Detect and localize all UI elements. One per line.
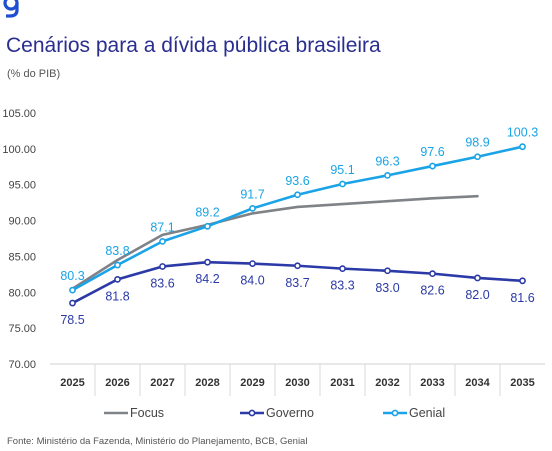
x-tick-label: 2032	[375, 377, 399, 389]
genial-data-label: 87.1	[150, 220, 174, 234]
genial-data-label: 100.3	[507, 126, 538, 140]
governo-point	[474, 274, 481, 282]
governo-data-label: 83.0	[375, 281, 399, 295]
focus-legend-label: Focus	[130, 406, 164, 420]
genial-data-label: 98.9	[465, 136, 489, 150]
governo-data-label: 83.7	[285, 276, 309, 290]
y-tick-label: 70.00	[8, 359, 36, 371]
genial-legend-label: Genial	[409, 406, 445, 420]
governo-data-label: 84.2	[195, 272, 219, 286]
genial-point	[384, 171, 391, 179]
x-tick-label: 2030	[285, 377, 309, 389]
genial-data-label: 89.2	[195, 205, 219, 219]
governo-data-label: 78.5	[60, 313, 84, 327]
genial-data-label: 97.6	[420, 145, 444, 159]
governo-point	[384, 267, 391, 275]
y-tick-label: 100.00	[2, 144, 36, 156]
genial-point	[519, 143, 526, 151]
governo-data-label: 81.6	[510, 291, 534, 305]
genial-data-label: 96.3	[375, 154, 399, 168]
x-tick-label: 2028	[195, 377, 219, 389]
governo-point	[339, 265, 346, 273]
genial-point	[114, 261, 121, 269]
governo-point	[519, 277, 526, 285]
page-title: Cenários para a dívida pública brasileir…	[6, 34, 381, 57]
genial-data-label: 91.7	[240, 187, 264, 201]
governo-point	[294, 262, 301, 270]
genial-data-label: 83.8	[105, 244, 129, 258]
genial-data-label: 80.3	[60, 269, 84, 283]
x-tick-label: 2033	[420, 377, 444, 389]
genial-data-label: 95.1	[330, 163, 354, 177]
governo-point	[249, 260, 256, 267]
x-tick-label: 2035	[510, 377, 534, 389]
x-tick-label: 2025	[60, 377, 84, 389]
governo-data-label: 81.8	[105, 289, 129, 303]
governo-point	[159, 263, 166, 270]
governo-legend-marker	[248, 409, 256, 417]
governo-data-label: 82.6	[420, 284, 444, 298]
x-tick-label: 2029	[240, 377, 264, 389]
focus-series-line	[71, 194, 479, 291]
y-tick-label: 105.00	[2, 108, 36, 120]
genial-point	[204, 222, 211, 230]
y-tick-label: 95.00	[8, 180, 36, 192]
governo-data-label: 83.3	[330, 279, 354, 293]
x-tick-label: 2031	[330, 377, 354, 389]
genial-point	[294, 191, 301, 199]
y-tick-label: 90.00	[8, 216, 36, 228]
governo-point	[429, 270, 436, 278]
governo-legend-label: Governo	[266, 406, 314, 420]
genial-legend-marker	[391, 409, 399, 417]
governo-point	[69, 299, 76, 307]
governo-point	[204, 258, 211, 266]
genial-point	[474, 153, 481, 161]
x-tick-label: 2027	[150, 377, 174, 389]
governo-data-label: 84.0	[240, 274, 264, 288]
x-tick-label: 2026	[105, 377, 129, 389]
governo-data-label: 83.6	[150, 276, 174, 290]
y-tick-label: 75.00	[8, 323, 36, 335]
genial-data-label: 93.6	[285, 174, 309, 188]
genial-point	[249, 204, 256, 212]
genial-point	[159, 237, 166, 245]
governo-data-label: 82.0	[465, 288, 489, 302]
source-note: Fonte: Ministério da Fazenda, Ministério…	[7, 436, 308, 447]
y-tick-label: 80.00	[8, 287, 36, 299]
genial-point	[69, 286, 76, 294]
x-tick-label: 2034	[465, 377, 490, 389]
y-tick-label: 85.00	[8, 251, 36, 263]
governo-point	[114, 275, 121, 283]
unit-label: (% do PIB)	[7, 68, 61, 80]
genial-point	[339, 180, 346, 188]
genial-point	[429, 162, 436, 170]
line-chart: 70.00 75.00 80.00 85.00 90.00 95.00 100.00 105.…	[2, 108, 545, 420]
brand-logo	[3, 0, 19, 18]
